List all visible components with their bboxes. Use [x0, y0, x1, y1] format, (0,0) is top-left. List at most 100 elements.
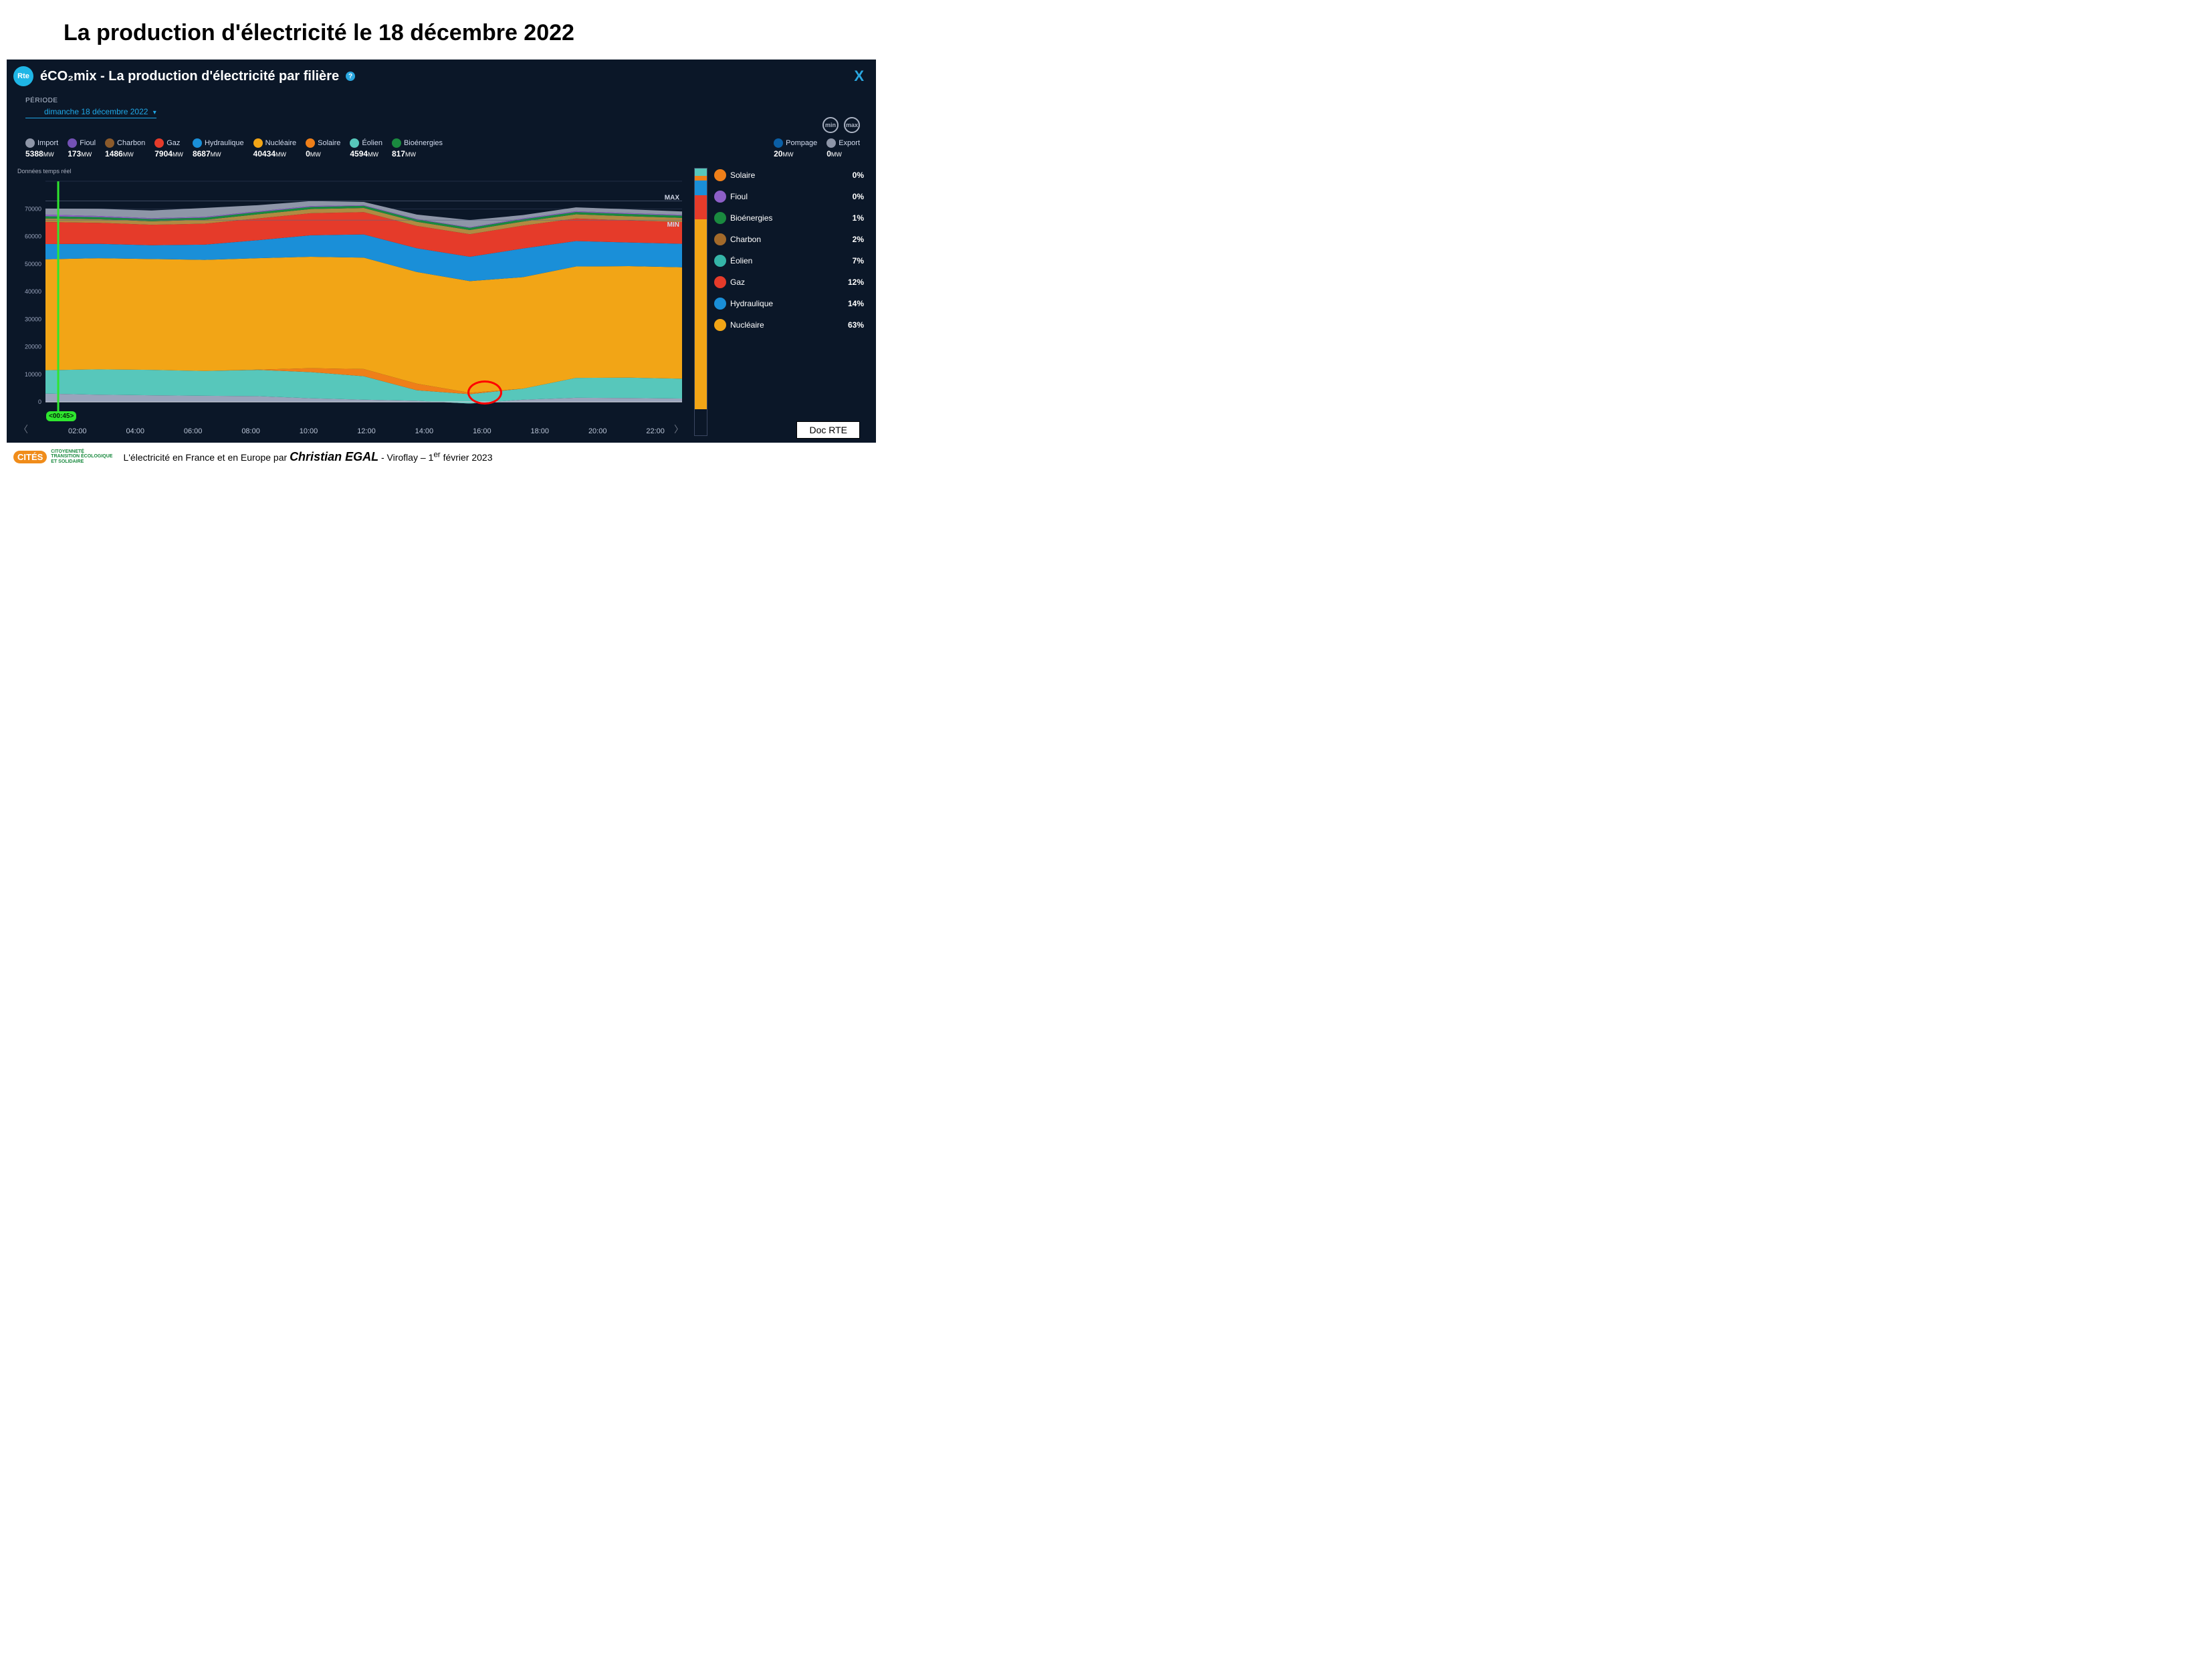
realtime-label: Données temps réel — [13, 168, 689, 176]
svg-text:30000: 30000 — [25, 316, 41, 322]
legend-dot-icon — [68, 138, 77, 148]
minmax-toggle: min max — [822, 117, 860, 133]
periode-value: dimanche 18 décembre 2022 — [44, 107, 148, 116]
stackbar-segment — [695, 169, 707, 176]
side-label: Hydraulique — [730, 299, 773, 308]
legend-label: Solaire — [318, 139, 340, 147]
side-dot-icon — [714, 233, 726, 245]
side-legend-row[interactable]: Gaz 12% — [714, 276, 864, 288]
logo-line: ET SOLIDAIRE — [51, 459, 112, 464]
legend-label: Bioénergies — [404, 139, 443, 147]
side-legend-row[interactable]: Fioul 0% — [714, 191, 864, 203]
legend-value: 817MW — [392, 149, 416, 158]
legend-label: Charbon — [117, 139, 145, 147]
stackbar-segment — [695, 176, 707, 181]
legend-value: 173MW — [68, 149, 92, 158]
side-legend: Solaire0% Fioul 0% Bioénergies1% Charbon2% Éo… — [713, 168, 869, 436]
stacked-area-chart: 010000200003000040000500006000070000MAXM… — [13, 176, 689, 417]
legend-item[interactable]: Fioul 173MW — [68, 138, 96, 158]
legend-dot-icon — [154, 138, 164, 148]
legend-item[interactable]: Charbon1486MW — [105, 138, 145, 158]
periode-selector[interactable]: dimanche 18 décembre 2022 ▾ — [25, 107, 156, 118]
side-legend-row[interactable]: Bioénergies1% — [714, 212, 864, 224]
footer-text: L'électricité en France et en Europe par… — [123, 450, 492, 464]
stackbar-segment — [695, 219, 707, 409]
legend-label: Fioul — [80, 139, 96, 147]
x-tick: 20:00 — [588, 427, 607, 435]
rte-badge-icon: Rte — [13, 66, 33, 86]
legend-item[interactable]: Nucléaire 40434MW — [253, 138, 296, 158]
max-button[interactable]: max — [844, 117, 860, 133]
side-pct: 7% — [853, 256, 864, 265]
legend-value: 7904MW — [154, 149, 183, 158]
legend-label: Import — [37, 139, 58, 147]
eco2mix-panel: Rte éCO₂mix - La production d'électricit… — [7, 60, 876, 443]
x-tick: 18:00 — [531, 427, 550, 435]
legend-item[interactable]: Solaire0MW — [306, 138, 340, 158]
svg-text:10000: 10000 — [25, 371, 41, 378]
legend-label: Hydraulique — [205, 139, 244, 147]
legend-item[interactable]: Import 5388MW — [25, 138, 58, 158]
page-title: La production d'électricité le 18 décemb… — [0, 7, 883, 60]
annotation-circle-icon — [467, 380, 502, 405]
footer: CITÉS CITOYENNETÉ TRANSITION ÉCOLOGIQUE … — [0, 443, 883, 472]
svg-text:40000: 40000 — [25, 288, 41, 295]
legend-item[interactable]: Bioénergies 817MW — [392, 138, 443, 158]
side-dot-icon — [714, 212, 726, 224]
prev-arrow-icon[interactable]: 〈 — [16, 423, 31, 436]
svg-text:MAX: MAX — [665, 195, 680, 202]
legend-value: 8687MW — [193, 149, 221, 158]
legend-item[interactable]: Gaz 7904MW — [154, 138, 183, 158]
legend-label: Pompage — [786, 139, 817, 147]
legend-label: Nucléaire — [265, 139, 296, 147]
legend-label: Gaz — [167, 139, 180, 147]
side-legend-row[interactable]: Hydraulique 14% — [714, 298, 864, 310]
legend-item[interactable]: Éolien4594MW — [350, 138, 382, 158]
legend-dot-icon — [193, 138, 202, 148]
x-tick: 16:00 — [473, 427, 491, 435]
close-icon[interactable]: X — [854, 68, 864, 85]
svg-text:50000: 50000 — [25, 261, 41, 267]
x-tick: 06:00 — [184, 427, 203, 435]
legend-item[interactable]: Pompage20MW — [774, 138, 817, 158]
legend-dot-icon — [350, 138, 359, 148]
side-dot-icon — [714, 255, 726, 267]
time-marker-pill[interactable]: <00:45> — [46, 411, 76, 421]
side-label: Gaz — [730, 278, 745, 287]
side-label: Solaire — [730, 171, 755, 180]
info-icon[interactable]: ? — [346, 72, 355, 81]
next-arrow-icon[interactable]: 〉 — [671, 423, 686, 436]
side-legend-row[interactable]: Éolien7% — [714, 255, 864, 267]
panel-title: éCO₂mix - La production d'électricité pa… — [40, 69, 339, 84]
side-dot-icon — [714, 276, 726, 288]
min-button[interactable]: min — [822, 117, 839, 133]
chart-area: Données temps réel 0 10000 20000 30000 40000… — [13, 168, 689, 436]
svg-text:60000: 60000 — [25, 233, 41, 240]
legend-dot-icon — [25, 138, 35, 148]
periode-label: PÉRIODE — [7, 90, 876, 106]
x-tick: 22:00 — [646, 427, 665, 435]
legend-value: 5388MW — [25, 149, 54, 158]
legend-value: 40434MW — [253, 149, 286, 158]
side-pct: 0% — [853, 192, 864, 201]
side-legend-row[interactable]: Charbon2% — [714, 233, 864, 245]
legend-item[interactable]: Export0MW — [826, 138, 860, 158]
side-pct: 12% — [848, 278, 864, 287]
side-dot-icon — [714, 298, 726, 310]
x-axis: 02:0004:0006:0008:0010:0012:0014:0016:00… — [31, 423, 671, 435]
side-legend-row[interactable]: Nucléaire63% — [714, 319, 864, 331]
legend-dot-icon — [392, 138, 401, 148]
side-pct: 14% — [848, 299, 864, 308]
svg-text:20000: 20000 — [25, 344, 41, 350]
side-pct: 1% — [853, 213, 864, 223]
side-legend-row[interactable]: Solaire0% — [714, 169, 864, 181]
chevron-down-icon: ▾ — [153, 109, 156, 116]
legend-top: Import 5388MW Fioul 173MW Charbon1486MW Gaz 79… — [7, 118, 876, 164]
legend-item[interactable]: Hydraulique 8687MW — [193, 138, 244, 158]
legend-dot-icon — [774, 138, 783, 148]
legend-value: 4594MW — [350, 149, 378, 158]
side-stackbar — [694, 168, 707, 436]
svg-text:0: 0 — [38, 399, 41, 405]
side-label: Fioul — [730, 192, 748, 201]
side-dot-icon — [714, 319, 726, 331]
